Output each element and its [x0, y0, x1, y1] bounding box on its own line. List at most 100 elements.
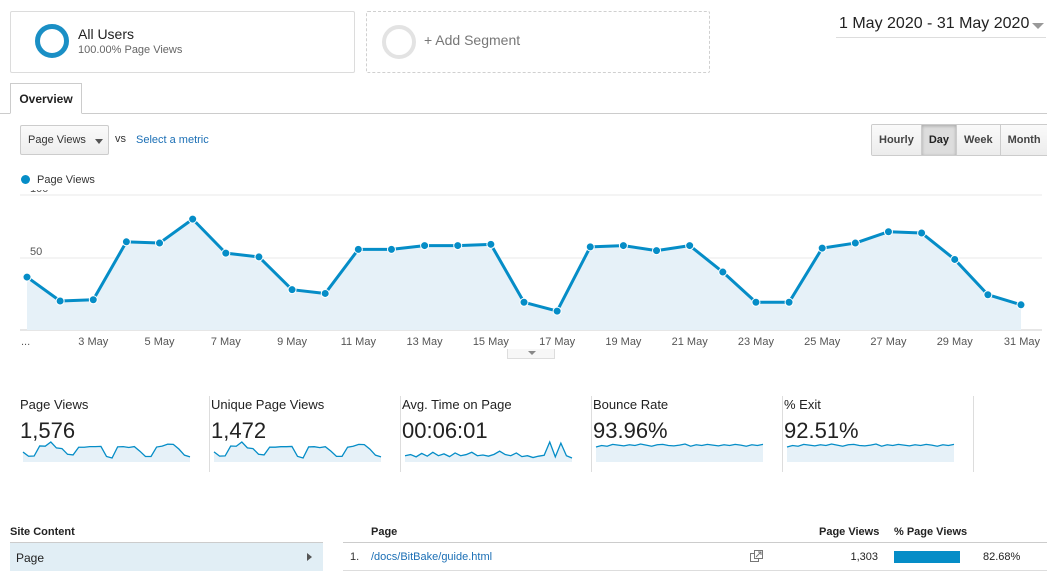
data-point — [386, 244, 396, 254]
tab-overview[interactable]: Overview — [10, 83, 82, 114]
series-area — [27, 219, 1021, 330]
scorecard-page-views[interactable]: Page Views 1,576 — [20, 396, 210, 472]
data-point — [718, 267, 728, 277]
sparkline-line — [786, 443, 955, 448]
sparkline-area — [405, 442, 572, 462]
y-tick-label: 100 — [30, 190, 48, 195]
x-tick-label: 27 May — [870, 336, 907, 348]
x-tick-label: 13 May — [407, 336, 444, 348]
x-tick-label: 9 May — [277, 336, 307, 348]
data-point — [420, 241, 430, 251]
data-point — [453, 241, 463, 251]
data-point — [917, 228, 927, 238]
row-pct-page-views: 82.68% — [983, 551, 1021, 563]
row-page-views: 1,303 — [850, 551, 878, 563]
segment-subtitle: 100.00% Page Views — [78, 44, 183, 56]
column-header-page-views[interactable]: Page Views — [819, 526, 880, 538]
data-point — [254, 252, 264, 262]
divider — [782, 396, 783, 472]
sparkline-line — [213, 441, 382, 459]
column-header-pct-page-views[interactable]: % Page Views — [894, 526, 968, 538]
scorecard-pct-exit[interactable]: % Exit 92.51% — [784, 396, 974, 472]
vs-label: vs — [115, 133, 126, 145]
column-header-page[interactable]: Page — [371, 526, 398, 538]
x-tick-label: 31 May — [1004, 336, 1041, 348]
scorecard-bounce-rate[interactable]: Bounce Rate 93.96% — [593, 396, 783, 472]
x-tick-label: 3 May — [78, 336, 108, 348]
metric-dropdown-value: Page Views — [28, 134, 86, 146]
pct-page-views-bar — [894, 551, 961, 563]
empty-segment-ring-icon — [382, 25, 416, 59]
legend-dot-icon — [21, 175, 30, 184]
data-point — [685, 241, 695, 251]
page-views-chart[interactable]: 100 50... 3 May 5 May 7 May 9 May 11 May 13 May… — [0, 190, 1047, 350]
chart-resize-handle[interactable] — [507, 349, 555, 359]
add-segment-button[interactable]: + Add Segment — [366, 11, 710, 73]
scorecard-sparkline — [595, 443, 764, 462]
x-tick-label: 7 May — [211, 336, 241, 348]
data-point — [320, 288, 330, 298]
period-day-button[interactable]: Day — [920, 125, 957, 155]
site-content-header: Site Content — [10, 526, 75, 538]
data-point — [585, 242, 595, 252]
scorecard-title: Avg. Time on Page — [402, 397, 512, 412]
scorecard-title: Unique Page Views — [211, 397, 325, 412]
period-month-button[interactable]: Month — [999, 125, 1047, 155]
period-hourly-button[interactable]: Hourly — [872, 125, 921, 155]
segment-card-all-users[interactable]: All Users 100.00% Page Views — [10, 11, 355, 73]
data-point — [486, 239, 496, 249]
x-tick-label: ... — [21, 336, 30, 348]
site-content-item-page[interactable]: Page — [10, 542, 323, 571]
scorecard-sparkline — [22, 441, 191, 462]
period-week-button[interactable]: Week — [956, 125, 1000, 155]
chevron-down-icon — [528, 351, 536, 355]
sparkline-line — [595, 443, 764, 448]
open-in-new-window-icon[interactable] — [750, 550, 763, 562]
scorecard-sparkline — [404, 440, 573, 462]
period-toggle-group: Hourly Day Week Month — [871, 124, 1047, 156]
date-range-picker[interactable]: 1 May 2020 - 31 May 2020 — [836, 14, 1046, 38]
data-point — [88, 295, 98, 305]
x-tick-label: 15 May — [473, 336, 510, 348]
table-row: 1. /docs/BitBake/guide.html 1,303 82.68% — [343, 542, 1047, 571]
data-point — [850, 238, 860, 248]
chevron-down-icon — [1032, 23, 1044, 29]
site-content-item-label: Page — [16, 551, 45, 565]
x-tick-label: 21 May — [672, 336, 709, 348]
data-point — [353, 244, 363, 254]
data-point — [155, 238, 165, 248]
metric-dropdown[interactable]: Page Views — [20, 125, 109, 155]
data-point — [552, 306, 562, 316]
data-point — [983, 290, 993, 300]
scorecard-value: 1,472 — [211, 418, 267, 443]
data-point — [883, 227, 893, 237]
data-point — [1016, 300, 1026, 310]
date-range-text: 1 May 2020 - 31 May 2020 — [839, 15, 1030, 32]
scorecard-title: Page Views — [20, 397, 89, 412]
x-tick-label: 29 May — [937, 336, 974, 348]
divider — [591, 396, 592, 472]
data-point — [188, 214, 198, 224]
data-point — [55, 296, 65, 306]
x-tick-label: 11 May — [341, 336, 377, 348]
scorecard-value: 00:06:01 — [402, 418, 488, 443]
y-tick-label: 50 — [30, 246, 42, 258]
data-point — [751, 297, 761, 307]
x-tick-label: 5 May — [145, 336, 175, 348]
row-rank: 1. — [350, 551, 360, 563]
data-point — [950, 254, 960, 264]
divider — [209, 396, 210, 472]
select-metric-link[interactable]: Select a metric — [136, 134, 209, 146]
segment-ring-icon — [35, 24, 69, 58]
scorecard-avg-time-on-page[interactable]: Avg. Time on Page 00:06:01 — [402, 396, 592, 472]
divider — [400, 396, 401, 472]
data-point — [121, 237, 131, 247]
data-point — [652, 246, 662, 256]
data-point — [519, 297, 529, 307]
sparkline-area — [787, 444, 954, 462]
data-point — [618, 241, 628, 251]
scorecard-unique-page-views[interactable]: Unique Page Views 1,472 — [211, 396, 401, 472]
page-link[interactable]: /docs/BitBake/guide.html — [371, 551, 493, 563]
sparkline-line — [404, 440, 573, 459]
sparkline-area — [596, 444, 763, 462]
